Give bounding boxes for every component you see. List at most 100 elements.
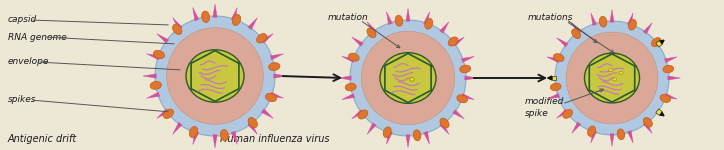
Polygon shape xyxy=(352,37,363,46)
Polygon shape xyxy=(461,94,474,99)
Ellipse shape xyxy=(172,24,182,34)
Polygon shape xyxy=(231,131,237,144)
Ellipse shape xyxy=(358,110,368,119)
Ellipse shape xyxy=(660,94,670,102)
Ellipse shape xyxy=(380,53,436,103)
Polygon shape xyxy=(270,92,284,98)
Polygon shape xyxy=(367,22,376,33)
Text: envelope: envelope xyxy=(8,57,49,66)
Ellipse shape xyxy=(345,83,356,91)
Ellipse shape xyxy=(448,37,458,46)
Ellipse shape xyxy=(383,127,391,137)
Text: mutations: mutations xyxy=(528,12,573,21)
Ellipse shape xyxy=(167,28,264,124)
Polygon shape xyxy=(342,94,355,99)
Polygon shape xyxy=(406,135,410,148)
Polygon shape xyxy=(387,12,392,25)
Polygon shape xyxy=(270,54,284,60)
Polygon shape xyxy=(452,110,464,119)
Ellipse shape xyxy=(266,93,277,102)
Polygon shape xyxy=(572,122,581,133)
Polygon shape xyxy=(547,93,560,99)
Ellipse shape xyxy=(619,71,623,74)
Text: spike: spike xyxy=(525,110,549,118)
Polygon shape xyxy=(452,37,464,46)
Polygon shape xyxy=(261,109,273,118)
Polygon shape xyxy=(146,54,160,60)
Polygon shape xyxy=(274,74,287,78)
Ellipse shape xyxy=(410,77,414,81)
Polygon shape xyxy=(591,13,597,26)
Polygon shape xyxy=(628,13,633,26)
Polygon shape xyxy=(665,93,677,99)
Polygon shape xyxy=(367,123,376,134)
Text: Human influenza virus: Human influenza virus xyxy=(220,134,329,144)
Polygon shape xyxy=(643,122,652,133)
Ellipse shape xyxy=(153,50,164,59)
Text: mutation: mutation xyxy=(328,12,369,21)
Polygon shape xyxy=(406,8,410,21)
Ellipse shape xyxy=(155,16,275,136)
Ellipse shape xyxy=(613,78,616,81)
Ellipse shape xyxy=(628,20,636,30)
Polygon shape xyxy=(424,12,429,25)
Polygon shape xyxy=(439,123,449,134)
Ellipse shape xyxy=(348,53,359,61)
Polygon shape xyxy=(465,76,478,80)
Polygon shape xyxy=(656,109,662,115)
Ellipse shape xyxy=(440,118,449,128)
Ellipse shape xyxy=(550,83,561,91)
Ellipse shape xyxy=(588,126,596,136)
Ellipse shape xyxy=(361,31,455,125)
Polygon shape xyxy=(656,41,662,47)
Polygon shape xyxy=(193,131,199,144)
Polygon shape xyxy=(213,4,217,17)
Polygon shape xyxy=(261,34,273,43)
Polygon shape xyxy=(193,8,199,21)
Polygon shape xyxy=(557,38,568,47)
Ellipse shape xyxy=(555,21,669,135)
Ellipse shape xyxy=(232,15,240,26)
Ellipse shape xyxy=(189,126,198,138)
Polygon shape xyxy=(439,22,449,33)
Ellipse shape xyxy=(663,65,673,73)
Ellipse shape xyxy=(395,15,403,26)
Ellipse shape xyxy=(413,130,421,141)
Text: spikes: spikes xyxy=(8,96,36,105)
Polygon shape xyxy=(146,92,160,98)
Ellipse shape xyxy=(269,63,280,70)
Text: modified: modified xyxy=(525,98,565,106)
Polygon shape xyxy=(572,23,581,34)
Ellipse shape xyxy=(350,20,466,136)
Polygon shape xyxy=(342,57,355,62)
Polygon shape xyxy=(173,122,182,134)
Polygon shape xyxy=(557,109,568,118)
Polygon shape xyxy=(610,10,614,22)
Ellipse shape xyxy=(554,54,564,61)
Polygon shape xyxy=(628,130,633,143)
Polygon shape xyxy=(552,76,556,80)
Ellipse shape xyxy=(150,81,161,89)
Ellipse shape xyxy=(599,16,607,27)
Polygon shape xyxy=(248,122,257,134)
Ellipse shape xyxy=(652,38,661,47)
Ellipse shape xyxy=(164,109,174,118)
Polygon shape xyxy=(610,134,614,146)
Text: Antigenic drift: Antigenic drift xyxy=(8,134,77,144)
Polygon shape xyxy=(338,76,351,80)
Polygon shape xyxy=(173,18,182,30)
Polygon shape xyxy=(547,57,560,63)
Text: RNA genome: RNA genome xyxy=(8,33,67,42)
Ellipse shape xyxy=(644,117,652,127)
Ellipse shape xyxy=(220,130,228,141)
Polygon shape xyxy=(143,74,156,78)
Polygon shape xyxy=(231,8,237,21)
Polygon shape xyxy=(461,57,474,62)
Ellipse shape xyxy=(460,65,471,73)
Polygon shape xyxy=(213,135,217,148)
Polygon shape xyxy=(387,131,392,144)
Polygon shape xyxy=(248,18,257,30)
Ellipse shape xyxy=(617,129,625,140)
Ellipse shape xyxy=(256,34,266,43)
Ellipse shape xyxy=(566,32,658,124)
